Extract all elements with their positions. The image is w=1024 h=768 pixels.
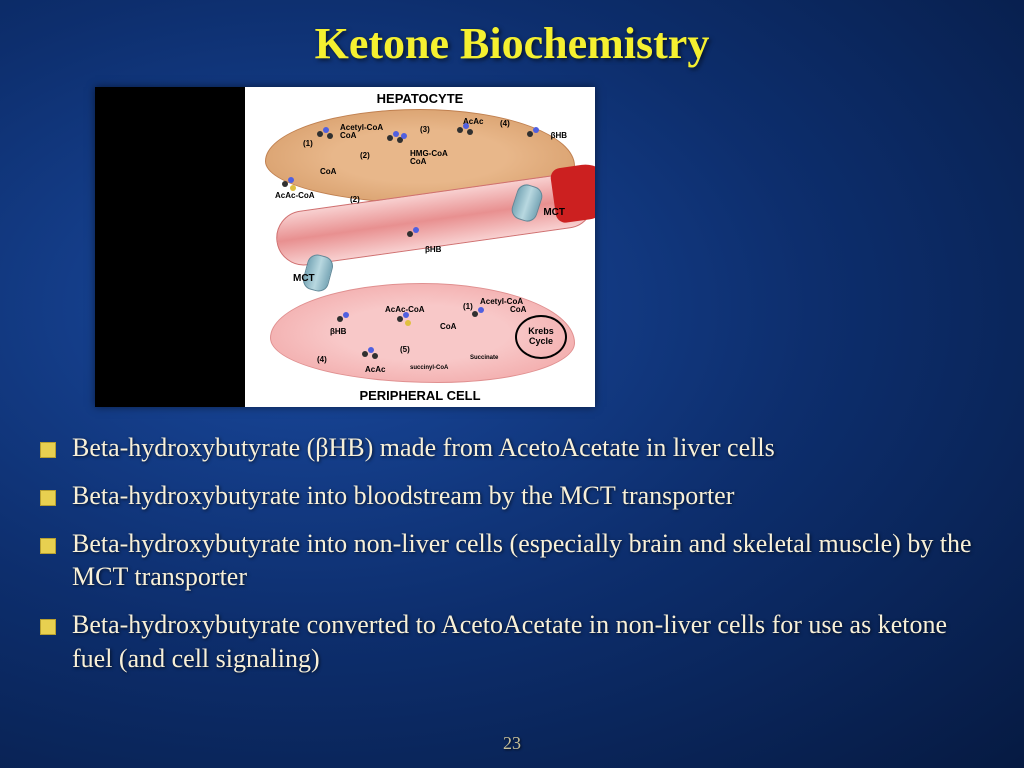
bullet-item: Beta-hydroxybutyrate into non-liver cell… <box>40 527 984 595</box>
diagram-black-panel <box>95 87 245 407</box>
label-step2a: (2) <box>360 151 370 160</box>
mct-label-2: MCT <box>293 273 315 284</box>
diagram-container: HEPATOCYTE MCT MCT Krebs Cycle Acetyl-Co… <box>95 87 595 407</box>
molecule-cluster <box>405 227 427 243</box>
label-step1: (1) <box>303 139 313 148</box>
bullet-item: Beta-hydroxybutyrate into bloodstream by… <box>40 479 984 513</box>
molecule-cluster <box>395 312 417 328</box>
label-succinate: Succinate <box>470 355 498 361</box>
molecule-cluster <box>315 127 337 143</box>
molecule-cluster <box>470 307 492 323</box>
page-number: 23 <box>0 733 1024 754</box>
label-bhb-1: βHB <box>551 131 567 140</box>
label-step3: (3) <box>420 125 430 134</box>
label-coa-3: CoA <box>410 157 426 166</box>
label-bhb-vessel: βHB <box>425 245 441 254</box>
label-coa-5: CoA <box>510 305 526 314</box>
diagram-illustration: HEPATOCYTE MCT MCT Krebs Cycle Acetyl-Co… <box>245 87 595 407</box>
molecule-cluster <box>385 131 407 147</box>
label-coa-4: CoA <box>440 322 456 331</box>
diagram-footer-label: PERIPHERAL CELL <box>245 388 595 403</box>
krebs-cycle-circle: Krebs Cycle <box>515 315 567 359</box>
label-step2b: (2) <box>350 195 360 204</box>
label-coa-1: CoA <box>340 131 356 140</box>
bullet-item: Beta-hydroxybutyrate (βHB) made from Ace… <box>40 431 984 465</box>
label-step4a: (4) <box>500 119 510 128</box>
label-step5: (5) <box>400 345 410 354</box>
molecule-cluster <box>455 123 477 139</box>
label-acac-2: AcAc <box>365 365 385 374</box>
slide-title: Ketone Biochemistry <box>0 0 1024 69</box>
diagram-header-label: HEPATOCYTE <box>245 91 595 106</box>
molecule-cluster <box>525 127 547 143</box>
label-succinyl: succinyl-CoA <box>410 365 448 371</box>
mct-label-1: MCT <box>543 207 565 218</box>
bullet-list: Beta-hydroxybutyrate (βHB) made from Ace… <box>40 431 984 676</box>
label-step4b: (4) <box>317 355 327 364</box>
molecule-cluster <box>360 347 382 363</box>
molecule-cluster <box>280 177 302 193</box>
label-coa-2: CoA <box>320 167 336 176</box>
label-bhb-2: βHB <box>330 327 346 336</box>
molecule-cluster <box>335 312 357 328</box>
bullet-item: Beta-hydroxybutyrate converted to AcetoA… <box>40 608 984 676</box>
